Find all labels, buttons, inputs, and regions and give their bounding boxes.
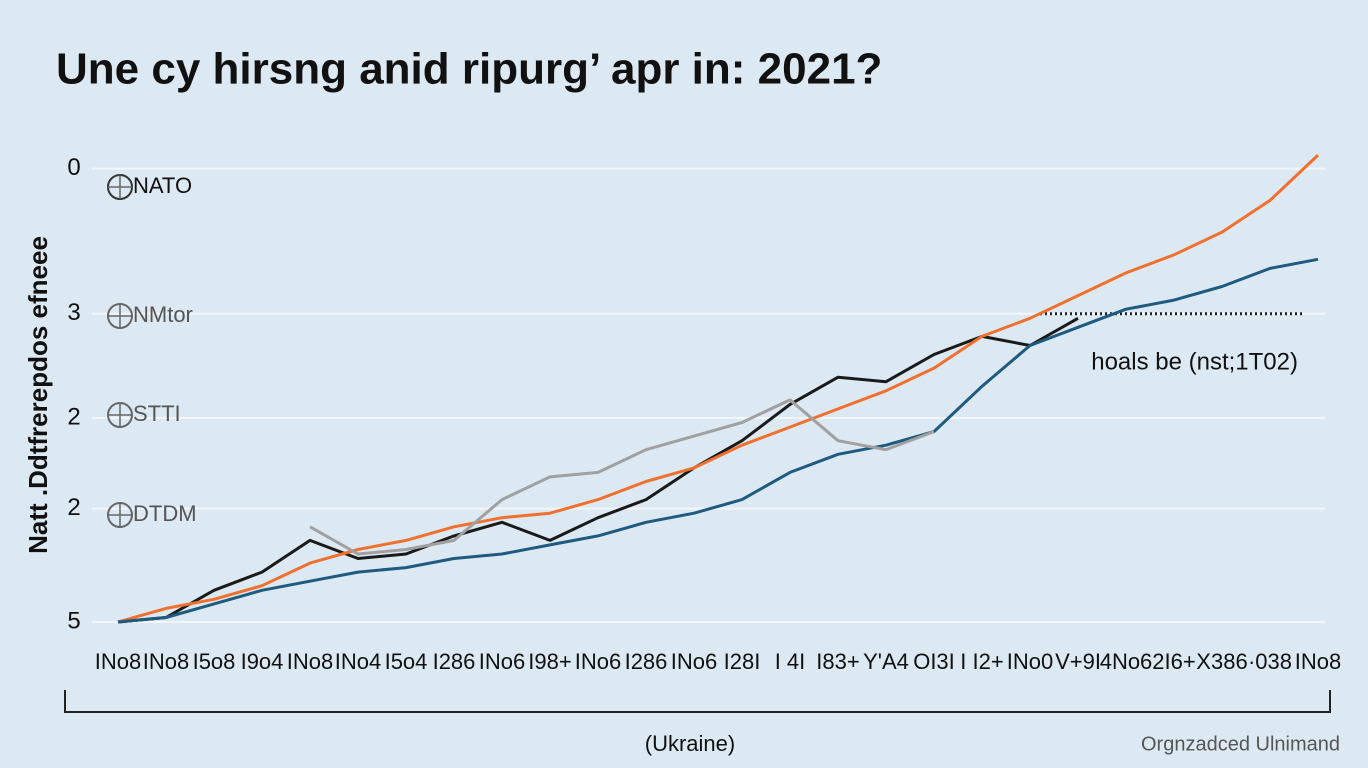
- x-tick-label: I83+: [816, 649, 859, 674]
- y-tick-label: 2: [67, 403, 80, 430]
- y-tick-label: 2: [67, 494, 80, 521]
- x-tick-label: I5o4: [385, 649, 428, 674]
- series-line: [309, 398, 935, 556]
- x-tick-label: X386: [1196, 649, 1247, 674]
- x-tick-label: I5o8: [193, 649, 236, 674]
- legend-label: NMtor: [133, 302, 193, 327]
- x-tick-label: I286: [433, 649, 476, 674]
- x-tick-label: V+9I: [1055, 649, 1101, 674]
- x-tick-label: INo6: [671, 649, 717, 674]
- legend-label: DTDM: [133, 501, 197, 526]
- y-axis-label: Natt .Ddtfrerepdos efneee: [23, 236, 53, 554]
- series-line: [117, 257, 1319, 624]
- x-axis-bracket: [64, 690, 1331, 713]
- source: Orgnzadced Ulnimand: [1141, 733, 1340, 755]
- legend-label: STTI: [133, 401, 181, 426]
- x-tick-label: I9o4: [241, 649, 284, 674]
- x-tick-label: INo0: [1007, 649, 1053, 674]
- x-tick-label: INo6: [575, 649, 621, 674]
- annotation: hoals be (nst;1T02): [1091, 348, 1298, 375]
- x-tick-label: I98+: [528, 649, 571, 674]
- x-tick-label: INo6: [479, 649, 525, 674]
- x-tick-label: I28I: [724, 649, 761, 674]
- y-tick-label: 0: [67, 154, 80, 181]
- x-tick-label: 4No6: [1100, 649, 1153, 674]
- x-tick-label: INo8: [95, 649, 141, 674]
- x-tick-label: INo8: [1295, 649, 1341, 674]
- x-tick-label: I 4I: [775, 649, 806, 674]
- x-tick-label: 2I6+: [1152, 649, 1195, 674]
- x-tick-label: ·038: [1248, 649, 1292, 674]
- x-tick-label: INo4: [335, 649, 381, 674]
- x-tick-label: OI3I: [913, 649, 955, 674]
- chart-title: Une cy hirsng anid ripurg’ apr in: 2021?: [56, 45, 882, 94]
- x-tick-label: Y'A4: [863, 649, 909, 674]
- y-tick-label: 5: [67, 607, 80, 634]
- x-tick-label: I I2+: [960, 649, 1003, 674]
- series-line: [117, 316, 1079, 624]
- legend-label: NATO: [133, 173, 192, 198]
- x-tick-label: I286: [625, 649, 668, 674]
- y-tick-label: 3: [67, 299, 80, 326]
- series-line: [117, 154, 1320, 624]
- x-axis-label: (Ukraine): [645, 731, 735, 756]
- x-tick-label: INo8: [287, 649, 333, 674]
- x-tick-label: INo8: [143, 649, 189, 674]
